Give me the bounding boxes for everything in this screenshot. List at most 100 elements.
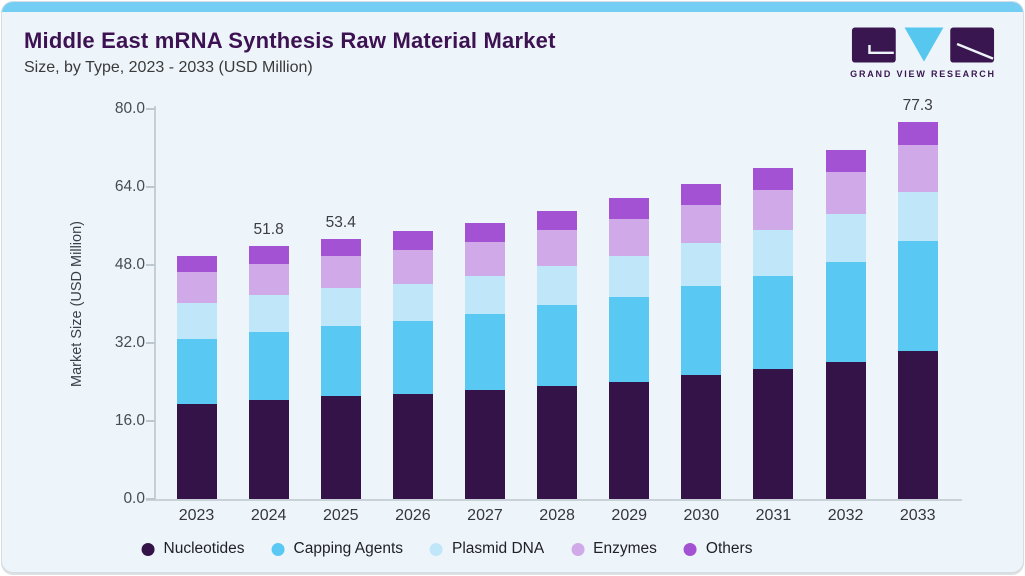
segment-capping-agents-2024: [248, 331, 289, 400]
segment-nucleotides-2027: [464, 390, 505, 499]
segment-nucleotides-2029: [609, 381, 650, 499]
y-tick-mark: [146, 498, 155, 500]
x-tick-label-2025: 2025: [322, 507, 359, 524]
bar-value-label-2025: 53.4: [325, 213, 356, 231]
legend-item-enzymes: Enzymes: [571, 540, 657, 558]
segment-enzymes-2027: [464, 241, 505, 277]
segment-others-2027: [464, 222, 505, 242]
segment-others-2023: [176, 255, 217, 273]
segment-plasmid-dna-2025: [320, 288, 361, 327]
segment-plasmid-dna-2030: [681, 242, 722, 287]
legend-swatch-icon: [683, 542, 697, 556]
brand-logo: GRAND VIEW RESEARCH: [850, 26, 996, 79]
legend-label: Plasmid DNA: [452, 540, 545, 557]
segment-enzymes-2029: [609, 219, 650, 257]
segment-enzymes-2023: [176, 272, 217, 303]
x-axis-line: [146, 498, 962, 501]
segment-nucleotides-2032: [825, 361, 866, 499]
legend-item-others: Others: [683, 540, 752, 558]
segment-others-2024: [248, 246, 289, 264]
segment-capping-agents-2029: [609, 297, 650, 382]
segment-others-2031: [753, 168, 794, 191]
chart-legend: Nucleotides Capping Agents Plasmid DNA Enzy…: [141, 540, 752, 558]
segment-nucleotides-2033: [897, 350, 938, 499]
legend-label: Capping Agents: [293, 540, 404, 557]
x-tick-label-2028: 2028: [539, 507, 575, 524]
x-tick-label-2029: 2029: [611, 507, 648, 524]
segment-plasmid-dna-2032: [825, 214, 866, 262]
segment-capping-agents-2023: [176, 339, 217, 405]
top-accent-bar: [2, 2, 1023, 12]
legend-swatch-icon: [571, 542, 585, 556]
y-axis-title: Market Size (USD Million): [69, 221, 85, 387]
segment-enzymes-2030: [681, 204, 722, 243]
segment-nucleotides-2024: [248, 399, 289, 499]
segment-nucleotides-2028: [537, 385, 578, 499]
x-tick-label-2033: 2033: [899, 507, 936, 524]
segment-capping-agents-2030: [681, 286, 722, 376]
segment-enzymes-2025: [320, 256, 361, 289]
bar-2031: [753, 168, 794, 499]
segment-others-2026: [392, 230, 433, 250]
bar-2033: [897, 122, 938, 499]
y-tick-label: 32.0: [114, 334, 145, 351]
segment-enzymes-2033: [897, 144, 938, 192]
x-tick-label-2030: 2030: [683, 507, 720, 524]
segment-capping-agents-2028: [537, 305, 578, 386]
segment-capping-agents-2026: [392, 321, 433, 395]
segment-plasmid-dna-2026: [392, 283, 433, 322]
y-tick-label: 48.0: [114, 256, 145, 273]
bar-2029: [609, 198, 650, 499]
y-tick-label: 16.0: [114, 412, 145, 429]
legend-swatch-icon: [430, 542, 444, 556]
x-tick-label-2027: 2027: [467, 507, 503, 524]
segment-capping-agents-2031: [753, 275, 794, 369]
segment-enzymes-2024: [248, 263, 289, 296]
segment-nucleotides-2031: [753, 368, 794, 499]
legend-item-capping-agents: Capping Agents: [271, 540, 404, 558]
segment-plasmid-dna-2024: [248, 295, 289, 332]
segment-plasmid-dna-2033: [897, 191, 938, 241]
segment-plasmid-dna-2029: [609, 256, 650, 298]
segment-capping-agents-2025: [320, 326, 361, 397]
y-tick-label: 0.0: [123, 490, 145, 507]
x-tick-label-2031: 2031: [755, 507, 792, 524]
bar-value-label-2033: 77.3: [902, 97, 933, 115]
bar-2025: [320, 238, 361, 499]
segment-others-2033: [897, 122, 938, 145]
legend-swatch-icon: [141, 542, 155, 556]
page-title: Middle East mRNA Synthesis Raw Material …: [24, 28, 556, 53]
bar-2024: [248, 246, 289, 499]
segment-nucleotides-2026: [392, 394, 433, 499]
segment-plasmid-dna-2027: [464, 276, 505, 315]
segment-plasmid-dna-2028: [537, 266, 578, 306]
segment-enzymes-2026: [392, 249, 433, 284]
bar-2023: [176, 255, 217, 499]
y-axis-line: [154, 106, 156, 499]
segment-capping-agents-2032: [825, 261, 866, 362]
segment-nucleotides-2030: [681, 375, 722, 499]
segment-capping-agents-2027: [464, 314, 505, 391]
segment-enzymes-2032: [825, 171, 866, 215]
y-tick-label: 80.0: [114, 100, 145, 117]
bar-2030: [681, 183, 722, 499]
segment-others-2032: [825, 149, 866, 172]
y-tick-mark: [146, 264, 155, 266]
bar-2028: [537, 210, 578, 499]
brand-name: GRAND VIEW RESEARCH: [850, 69, 996, 79]
y-tick-label: 64.0: [114, 178, 145, 195]
legend-item-plasmid-dna: Plasmid DNA: [430, 540, 544, 558]
bar-value-label-2024: 51.8: [253, 221, 284, 239]
segment-others-2025: [320, 238, 361, 257]
segment-capping-agents-2033: [897, 240, 938, 351]
segment-nucleotides-2025: [320, 396, 361, 499]
segment-others-2030: [681, 183, 722, 205]
y-tick-mark: [146, 420, 155, 422]
y-tick-mark: [146, 186, 155, 188]
bar-2026: [392, 230, 433, 499]
legend-label: Enzymes: [593, 540, 657, 557]
segment-plasmid-dna-2023: [176, 302, 217, 340]
